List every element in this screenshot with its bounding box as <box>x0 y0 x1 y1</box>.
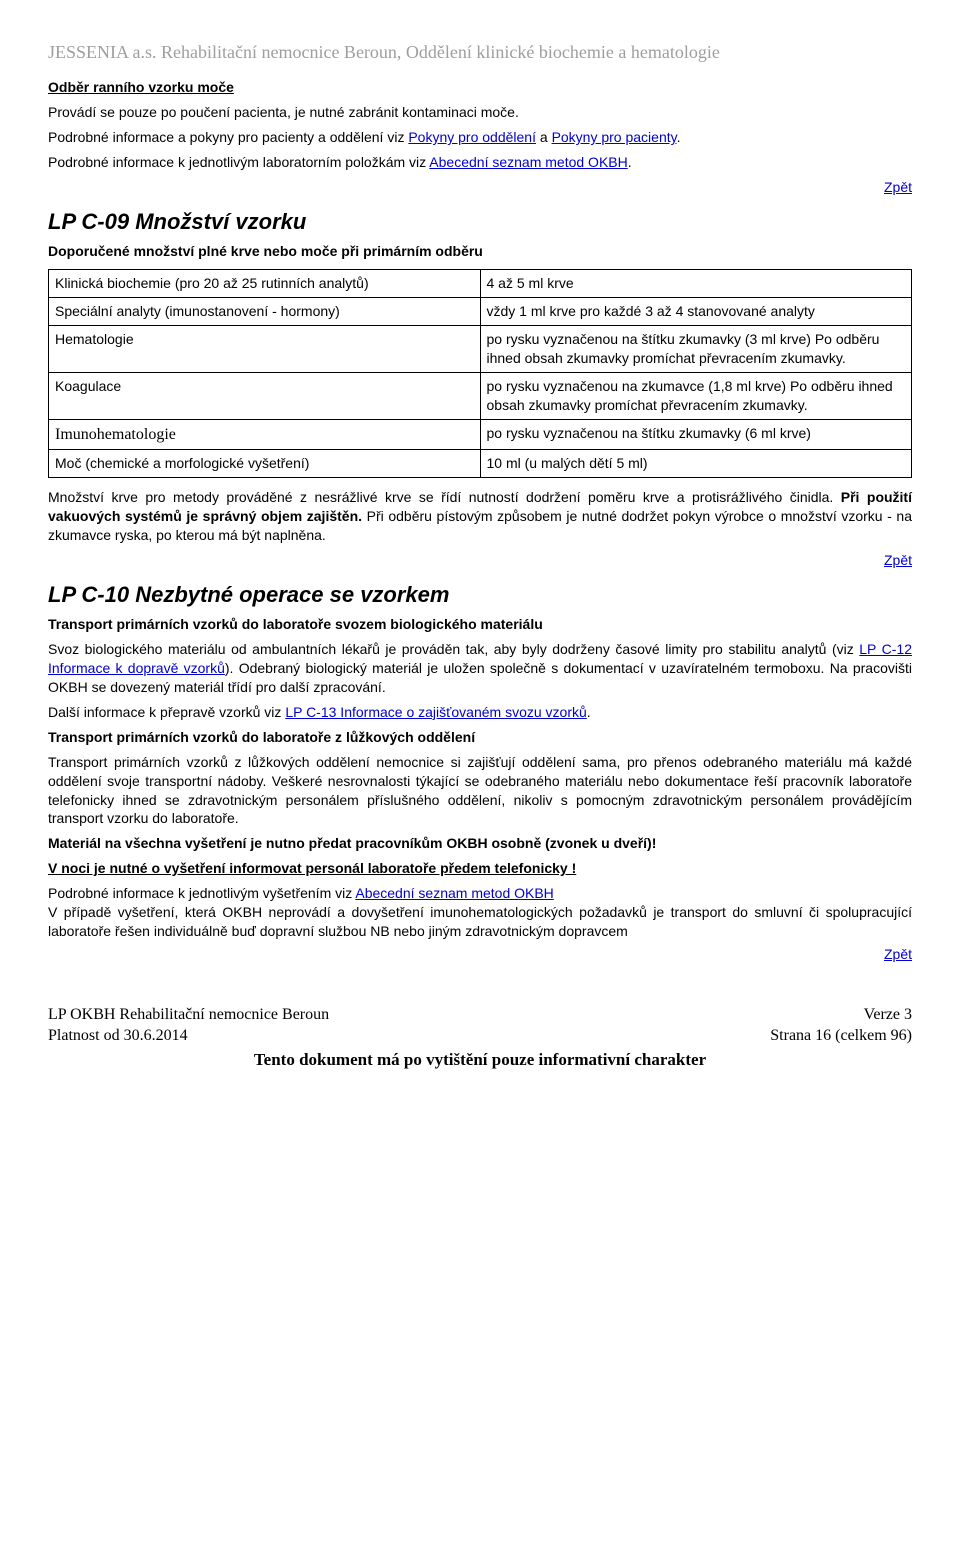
table-row: Koagulace po rysku vyznačenou na zkumavc… <box>49 372 912 419</box>
table-cell: vždy 1 ml krve pro každé 3 až 4 stanovov… <box>480 298 912 326</box>
text: Svoz biologického materiálu od ambulantn… <box>48 641 859 657</box>
text: . <box>677 129 681 145</box>
table-cell: po rysku vyznačenou na štítku zkumavky (… <box>480 326 912 373</box>
table-row: Hematologie po rysku vyznačenou na štítk… <box>49 326 912 373</box>
subheading-c09: Doporučené množství plné krve nebo moče … <box>48 242 912 261</box>
table-cell: Speciální analyty (imunostanovení - horm… <box>49 298 481 326</box>
heading-c10: LP C-10 Nezbytné operace se vzorkem <box>48 580 912 610</box>
footer-left-1: LP OKBH Rehabilitační nemocnice Beroun <box>48 1004 329 1026</box>
text: a <box>536 129 552 145</box>
paragraph: V případě vyšetření, která OKBH neprovád… <box>48 903 912 941</box>
table-cell: po rysku vyznačenou na štítku zkumavky (… <box>480 419 912 450</box>
table-cell: Moč (chemické a morfologické vyšetření) <box>49 450 481 478</box>
link-pokyny-oddeleni[interactable]: Pokyny pro oddělení <box>408 129 536 145</box>
table-cell: 10 ml (u malých dětí 5 ml) <box>480 450 912 478</box>
text: Podrobné informace k jednotlivým laborat… <box>48 154 429 170</box>
link-pokyny-pacienty[interactable]: Pokyny pro pacienty <box>552 129 677 145</box>
table-row: Imunohematologie po rysku vyznačenou na … <box>49 419 912 450</box>
table-cell: Hematologie <box>49 326 481 373</box>
table-cell: 4 až 5 ml krve <box>480 270 912 298</box>
heading-c09: LP C-09 Množství vzorku <box>48 207 912 237</box>
section-title-odber: Odběr ranního vzorku moče <box>48 78 912 97</box>
paragraph: Podrobné informace a pokyny pro pacienty… <box>48 128 912 147</box>
footer-left-2: Platnost od 30.6.2014 <box>48 1025 188 1047</box>
link-c13[interactable]: LP C-13 Informace o zajišťovaném svozu v… <box>285 704 586 720</box>
link-abecedni-seznam-2[interactable]: Abecední seznam metod OKBH <box>355 885 553 901</box>
footer-disclaimer: Tento dokument má po vytištění pouze inf… <box>48 1049 912 1072</box>
table-cell: Koagulace <box>49 372 481 419</box>
text: Další informace k přepravě vzorků viz <box>48 704 285 720</box>
table-row: Moč (chemické a morfologické vyšetření) … <box>49 450 912 478</box>
text: Podrobné informace k jednotlivým vyšetře… <box>48 885 355 901</box>
paragraph: Transport primárních vzorků z lůžkových … <box>48 753 912 829</box>
link-zpet[interactable]: Zpět <box>884 179 912 195</box>
table-mnozstvi: Klinická biochemie (pro 20 až 25 rutinní… <box>48 269 912 478</box>
link-abecedni-seznam[interactable]: Abecední seznam metod OKBH <box>429 154 627 170</box>
footer-right-1: Verze 3 <box>864 1004 912 1026</box>
org-header: JESSENIA a.s. Rehabilitační nemocnice Be… <box>48 40 912 64</box>
text: Množství krve pro metody prováděné z nes… <box>48 489 841 505</box>
subheading-transport-luzka: Transport primárních vzorků do laboratoř… <box>48 728 912 747</box>
subheading-transport-svoz: Transport primárních vzorků do laboratoř… <box>48 615 912 634</box>
table-cell romany: Imunohematologie <box>49 419 481 450</box>
paragraph: Provádí se pouze po poučení pacienta, je… <box>48 103 912 122</box>
table-row: Klinická biochemie (pro 20 až 25 rutinní… <box>49 270 912 298</box>
text: . <box>628 154 632 170</box>
table-cell: po rysku vyznačenou na zkumavce (1,8 ml … <box>480 372 912 419</box>
paragraph: Podrobné informace k jednotlivým laborat… <box>48 153 912 172</box>
paragraph: Množství krve pro metody prováděné z nes… <box>48 488 912 545</box>
table-row: Speciální analyty (imunostanovení - horm… <box>49 298 912 326</box>
text: . <box>587 704 591 720</box>
text: Podrobné informace a pokyny pro pacienty… <box>48 129 408 145</box>
footer-right-2: Strana 16 (celkem 96) <box>770 1025 912 1047</box>
paragraph-bold: Materiál na všechna vyšetření je nutno p… <box>48 834 912 853</box>
link-zpet[interactable]: Zpět <box>884 552 912 568</box>
paragraph-bold-underline: V noci je nutné o vyšetření informovat p… <box>48 859 912 878</box>
table-cell: Klinická biochemie (pro 20 až 25 rutinní… <box>49 270 481 298</box>
link-zpet[interactable]: Zpět <box>884 946 912 962</box>
paragraph: Svoz biologického materiálu od ambulantn… <box>48 640 912 697</box>
page-footer: LP OKBH Rehabilitační nemocnice Beroun V… <box>48 1004 912 1072</box>
paragraph: Podrobné informace k jednotlivým vyšetře… <box>48 884 912 903</box>
paragraph: Další informace k přepravě vzorků viz LP… <box>48 703 912 722</box>
